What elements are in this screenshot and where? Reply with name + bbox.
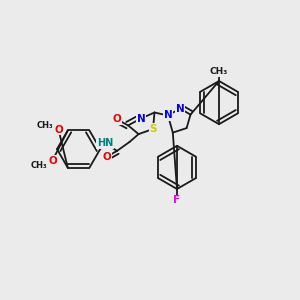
Text: CH₃: CH₃ <box>210 67 228 76</box>
Text: S: S <box>149 124 157 134</box>
Text: N: N <box>176 103 184 114</box>
Text: CH₃: CH₃ <box>31 161 47 170</box>
Text: N: N <box>136 113 146 124</box>
Text: O: O <box>112 114 122 124</box>
Text: N: N <box>164 110 172 121</box>
Text: CH₃: CH₃ <box>37 122 53 130</box>
Text: O: O <box>48 155 57 166</box>
Text: HN: HN <box>97 138 113 148</box>
Text: F: F <box>173 195 181 206</box>
Text: O: O <box>102 152 111 162</box>
Text: O: O <box>54 124 63 135</box>
